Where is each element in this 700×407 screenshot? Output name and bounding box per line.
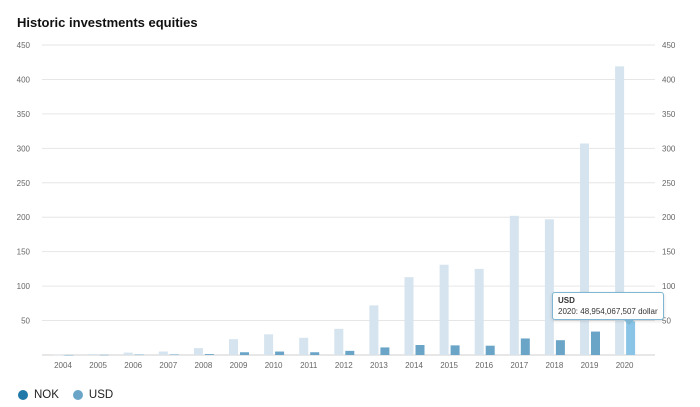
y-tick-left-50: 50 (21, 317, 30, 326)
bar-nok-2020[interactable] (615, 66, 625, 355)
y-tick-right-250: 250 (662, 179, 676, 188)
x-tick-2018: 2018 (546, 361, 564, 370)
x-tick-2008: 2008 (195, 361, 213, 370)
legend-item-usd[interactable]: USD (72, 389, 114, 401)
bar-usd-2008[interactable] (204, 354, 214, 355)
x-tick-2016: 2016 (475, 361, 493, 370)
legend-dot-usd (72, 390, 83, 400)
bar-nok-2004[interactable] (53, 354, 63, 356)
y-tick-left-350: 350 (17, 110, 31, 119)
y-tick-left-100: 100 (17, 282, 31, 291)
bar-usd-2013[interactable] (380, 347, 390, 355)
x-tick-2007: 2007 (159, 361, 177, 370)
bar-usd-2007[interactable] (169, 354, 179, 355)
legend-dot-nok (18, 390, 28, 400)
bar-usd-2005[interactable] (99, 354, 109, 356)
bar-nok-2012[interactable] (334, 328, 344, 355)
bars (53, 66, 636, 356)
bar-nok-2011[interactable] (299, 337, 309, 355)
bar-nok-2019[interactable] (580, 143, 589, 355)
y-axis-left: 50 100 150 200 250 300 350 400 450 (17, 41, 31, 326)
x-tick-2004: 2004 (54, 361, 72, 370)
y-tick-right-100: 100 (662, 282, 676, 291)
bar-nok-2006[interactable] (123, 352, 133, 355)
bar-usd-2004[interactable] (64, 354, 74, 356)
bar-nok-2014[interactable] (404, 277, 414, 355)
y-tick-right-150: 150 (662, 248, 676, 257)
legend-label-nok: NOK (34, 389, 59, 401)
y-tick-left-400: 400 (17, 75, 31, 84)
bar-usd-2006[interactable] (134, 354, 144, 356)
y-tick-left-250: 250 (17, 179, 31, 188)
bar-nok-2010[interactable] (264, 334, 274, 355)
bar-usd-2020[interactable] (626, 321, 636, 355)
bar-usd-2012[interactable] (345, 350, 355, 355)
bar-nok-2007[interactable] (158, 351, 168, 355)
legend-item-nok[interactable]: NOK (18, 389, 59, 401)
y-tick-right-450: 450 (662, 41, 676, 50)
legend-label-usd: USD (88, 389, 114, 401)
bar-usd-2014[interactable] (415, 345, 425, 355)
bar-usd-2010[interactable] (275, 351, 285, 355)
x-tick-2005: 2005 (89, 361, 107, 370)
tooltip-series: USD (558, 296, 575, 305)
x-tick-2012: 2012 (335, 361, 353, 370)
x-tick-2009: 2009 (230, 361, 248, 370)
bar-nok-2016[interactable] (474, 268, 484, 355)
y-tick-right-200: 200 (662, 213, 676, 222)
x-tick-2010: 2010 (265, 361, 283, 370)
bar-nok-2013[interactable] (369, 305, 379, 355)
x-tick-2020: 2020 (616, 361, 634, 370)
y-tick-right-350: 350 (662, 110, 676, 119)
y-tick-left-450: 450 (17, 41, 31, 50)
bar-usd-2017[interactable] (520, 338, 530, 355)
bar-usd-2009[interactable] (240, 352, 249, 355)
bar-usd-2018[interactable] (555, 340, 565, 355)
bar-usd-2019[interactable] (591, 331, 600, 355)
y-tick-left-150: 150 (17, 248, 31, 257)
x-axis: 2004 2005 2006 2007 2008 2009 2010 2011 2012 2013… (54, 361, 634, 370)
x-tick-2011: 2011 (300, 361, 318, 370)
x-tick-2019: 2019 (581, 361, 599, 370)
bar-usd-2015[interactable] (450, 345, 460, 355)
x-tick-2006: 2006 (124, 361, 142, 370)
bar-nok-2017[interactable] (509, 215, 519, 355)
bar-nok-2005[interactable] (88, 353, 98, 355)
y-axis-right: 50 100 150 200 250 300 350 400 450 (662, 41, 676, 326)
y-tick-right-300: 300 (662, 144, 676, 153)
bar-nok-2008[interactable] (193, 348, 203, 355)
y-tick-left-300: 300 (17, 144, 31, 153)
bar-nok-2009[interactable] (229, 339, 238, 355)
y-tick-right-400: 400 (662, 75, 676, 84)
x-tick-2014: 2014 (405, 361, 423, 370)
y-tick-left-200: 200 (17, 213, 31, 222)
tooltip-value: 2020: 48,954,067,507 dollar (558, 307, 658, 316)
x-tick-2015: 2015 (440, 361, 458, 370)
chart-title: Historic investments equities (17, 15, 198, 30)
x-tick-2013: 2013 (370, 361, 388, 370)
chart-tooltip: USD 2020: 48,954,067,507 dollar (552, 292, 664, 325)
y-tick-right-50: 50 (662, 317, 671, 326)
bar-usd-2011[interactable] (310, 352, 320, 355)
x-tick-2017: 2017 (510, 361, 528, 370)
bar-nok-2018[interactable] (544, 219, 554, 355)
legend: NOK USD (18, 389, 113, 401)
bar-nok-2015[interactable] (439, 264, 449, 355)
bar-usd-2016[interactable] (485, 345, 495, 355)
